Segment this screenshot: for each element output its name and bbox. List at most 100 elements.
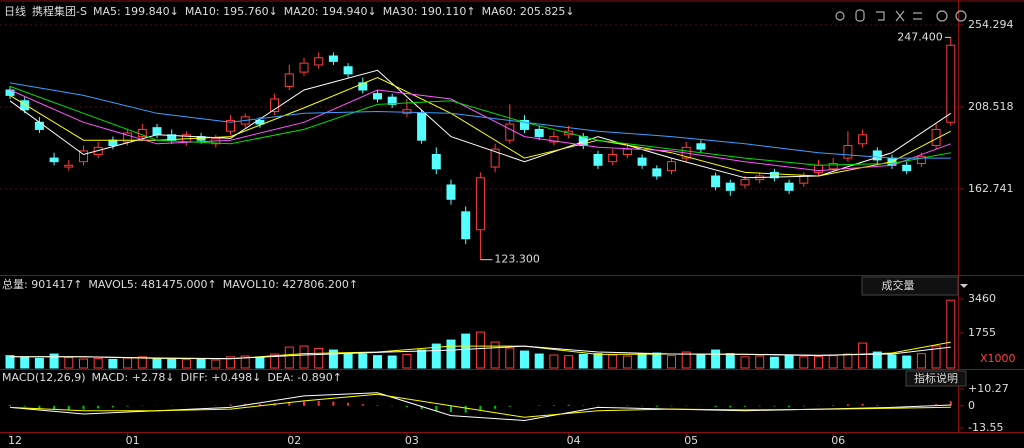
candle-body: [769, 171, 779, 179]
volume-bar: [137, 356, 147, 369]
volume-bar: [799, 356, 809, 369]
icon[interactable]: [876, 11, 885, 21]
candle-body: [299, 62, 309, 73]
volume-bar: [769, 356, 779, 369]
volume-bar: [240, 355, 250, 369]
candle-body: [784, 182, 794, 191]
volume-bar: [461, 333, 471, 369]
annotation-label: 123.300: [494, 253, 540, 266]
candle-body: [725, 182, 735, 191]
help-label[interactable]: 指标说明: [914, 371, 958, 385]
x-tick-label: 12: [8, 434, 22, 447]
candle-body: [902, 164, 912, 172]
x-tick-label: 06: [831, 434, 845, 447]
candle-body: [20, 100, 30, 111]
annotation-label: 247.400: [897, 30, 943, 43]
candle-body: [167, 134, 177, 141]
candle-body: [608, 154, 618, 163]
volume-bar: [622, 355, 632, 369]
candle-body: [270, 98, 280, 113]
icon[interactable]: [855, 9, 865, 22]
volume-bar: [946, 299, 956, 369]
volume-bar: [490, 341, 500, 369]
volume-bar: [431, 343, 441, 369]
volume-bar: [343, 352, 353, 369]
dropdown-arrow[interactable]: [960, 284, 968, 288]
candle-body: [593, 154, 603, 166]
volume-bar: [123, 357, 133, 369]
header-label: MACD: +2.78↓: [92, 371, 175, 384]
candle-body: [872, 150, 882, 161]
candle-body: [446, 184, 456, 200]
x-tick-label: 02: [287, 434, 301, 447]
icon[interactable]: [936, 10, 948, 22]
volume-bar: [196, 358, 206, 369]
candle-body: [475, 177, 485, 231]
candle-body: [799, 175, 809, 184]
candle-body: [402, 109, 412, 114]
candle-body: [226, 119, 235, 132]
volume-bar: [387, 355, 397, 369]
candle-body: [417, 112, 427, 141]
volume-bar: [255, 357, 265, 369]
candle-body: [622, 148, 632, 156]
volume-bar: [93, 357, 103, 369]
selector-label[interactable]: 成交量: [882, 278, 915, 292]
volume-bar: [858, 342, 868, 369]
header-label: DEA: -0.890↑: [267, 371, 342, 384]
toolbar-icons[interactable]: [835, 9, 967, 22]
volume-bar: [373, 355, 382, 369]
candle-body: [373, 93, 382, 100]
icon[interactable]: [895, 10, 905, 22]
volume-bar: [5, 355, 15, 369]
volume-bar: [667, 355, 676, 369]
volume-bar: [152, 358, 162, 369]
header-label: MA5: 199.840↓: [93, 5, 179, 18]
candle-body: [828, 162, 838, 170]
y-tick-label: 3460: [968, 292, 996, 305]
volume-bar: [828, 355, 838, 369]
candle-body: [108, 139, 118, 147]
candle-body: [431, 154, 441, 170]
candle-body: [79, 150, 88, 163]
volume-bar: [358, 353, 368, 369]
volume-bar: [608, 354, 618, 369]
candle-body: [667, 161, 676, 172]
candle-body: [64, 164, 74, 168]
indicator-selector[interactable]: [861, 276, 959, 296]
volume-bar: [20, 356, 30, 369]
icon[interactable]: [955, 10, 967, 22]
volume-bar: [49, 353, 59, 369]
candle-body: [520, 119, 529, 130]
candle-body: [740, 179, 750, 186]
ma-line: [9, 76, 952, 177]
volume-bar: [299, 345, 309, 369]
macd-line: [9, 393, 951, 418]
volume-bar: [755, 355, 765, 369]
header-label: 总量: 901417↑: [2, 277, 82, 291]
candle-body: [505, 123, 515, 141]
volume-bar: [887, 354, 897, 369]
volume-bar: [181, 359, 191, 369]
candle-body: [652, 168, 662, 177]
header-label: MA30: 190.110↑: [383, 5, 476, 18]
candle-body: [284, 73, 294, 87]
indicator-help-button[interactable]: [905, 370, 967, 387]
volume-bar: [211, 359, 221, 369]
volume-bar: [167, 358, 177, 369]
volume-bar: [872, 351, 882, 369]
icon[interactable]: [835, 11, 845, 21]
candle-body: [358, 82, 368, 91]
candle-body: [916, 155, 926, 164]
candle-body: [549, 136, 559, 143]
volume-bar: [740, 356, 750, 369]
volume-bar: [711, 349, 721, 369]
volume-bar: [916, 353, 926, 369]
icon[interactable]: [913, 12, 922, 20]
header-label: MAVOL5: 481475.000↑: [88, 278, 216, 291]
candle-body: [946, 44, 956, 123]
header-label: MA10: 195.760↓: [185, 5, 278, 18]
volume-bar: [534, 353, 544, 369]
